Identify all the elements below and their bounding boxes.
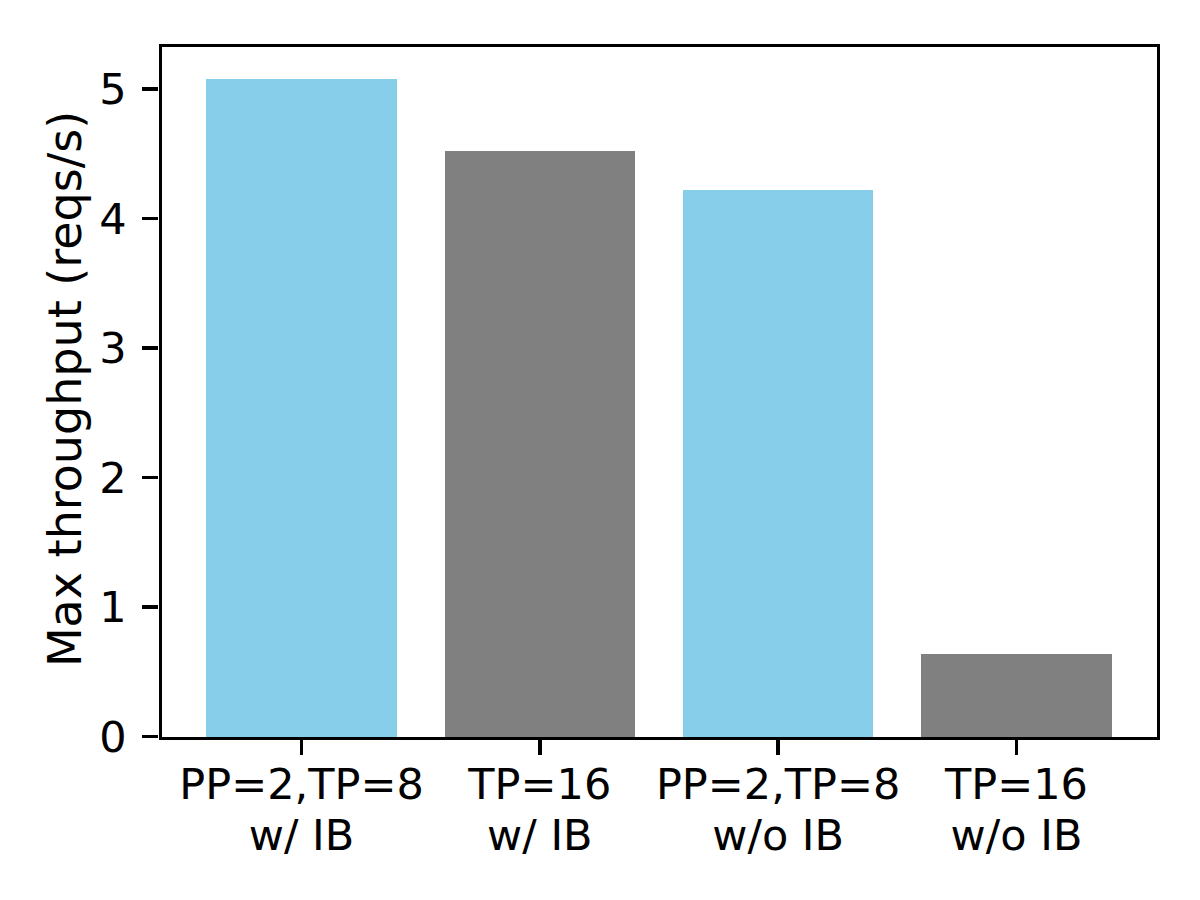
y-tick-label: 3 — [0, 318, 127, 378]
x-tick-label-line1: TP=16 — [856, 759, 1176, 810]
x-tick-label: TP=16w/o IB — [856, 759, 1176, 861]
bar-TP=16-w/o IB — [921, 654, 1112, 737]
y-tick-label: 4 — [0, 189, 127, 249]
y-tick-mark — [142, 217, 158, 221]
y-tick-label: 1 — [0, 577, 127, 637]
x-tick-mark — [776, 740, 780, 755]
y-tick-mark — [142, 605, 158, 609]
bar-PP=2,TP=8-w/o IB — [683, 190, 874, 736]
y-tick-mark — [142, 87, 158, 91]
y-tick-mark — [142, 476, 158, 480]
x-tick-label-line2: w/o IB — [856, 810, 1176, 861]
y-tick-label: 0 — [0, 707, 127, 767]
x-tick-mark — [538, 740, 542, 755]
y-tick-mark — [142, 346, 158, 350]
x-tick-mark — [300, 740, 304, 755]
y-tick-label: 5 — [0, 59, 127, 119]
bar-TP=16-w/ IB — [445, 151, 636, 736]
plot-area: 012345PP=2,TP=8w/ IBTP=16w/ IBPP=2,TP=8w… — [159, 44, 1160, 740]
bar-PP=2,TP=8-w/ IB — [206, 79, 397, 737]
y-tick-mark — [142, 735, 158, 739]
x-tick-mark — [1015, 740, 1019, 755]
y-tick-label: 2 — [0, 448, 127, 508]
bar-chart-figure: Max throughput (reqs/s) 012345PP=2,TP=8w… — [0, 0, 1200, 900]
